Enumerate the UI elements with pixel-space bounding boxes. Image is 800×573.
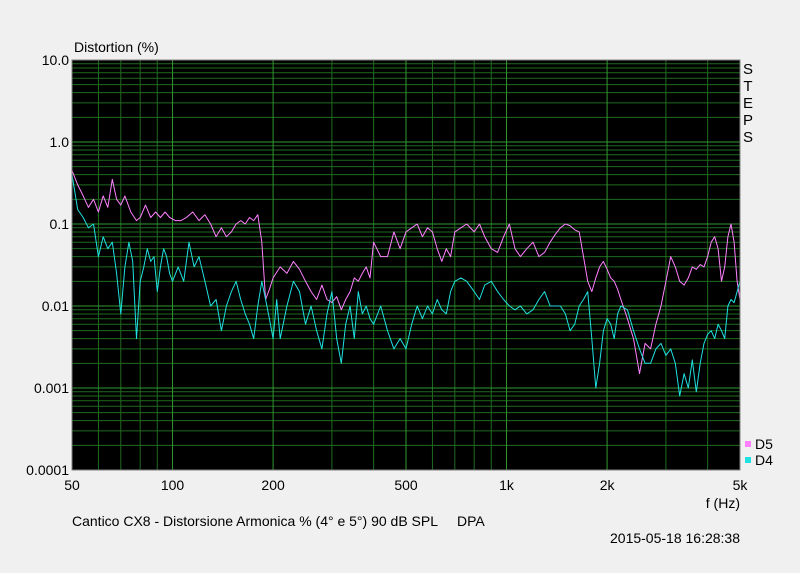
side-label-letter: S [743,129,753,146]
x-tick-label: 500 [394,477,418,493]
x-tick-label: 50 [64,477,80,493]
y-tick-label: 0.0001 [26,462,69,478]
legend-swatch-d4 [745,457,751,463]
plot-frame [71,59,741,471]
x-tick-label: 5k [733,477,749,493]
x-axis-title: f (Hz) [706,495,740,511]
y-tick-label: 0.01 [42,298,69,314]
x-tick-label: 2k [600,477,616,493]
y-tick-label: 0.1 [50,216,70,232]
side-label-letter: T [743,78,752,95]
side-label-letter: E [743,95,753,112]
y-tick-labels: 10.0 1.0 0.1 0.01 0.001 0.0001 [26,52,69,478]
legend-label-d4: D4 [755,452,773,468]
timestamp: 2015-05-18 16:28:38 [610,530,740,546]
legend-swatch-d5 [745,441,751,447]
y-tick-label: 10.0 [42,52,69,68]
footer-caption: Cantico CX8 - Distorsione Armonica % (4°… [72,513,485,529]
y-tick-label: 1.0 [50,134,70,150]
legend-label-d5: D5 [755,436,773,452]
x-tick-labels: 50 100 200 500 1k 2k 5k [64,477,748,493]
y-axis-title: Distortion (%) [74,39,159,55]
x-tick-label: 200 [261,477,285,493]
series-line-d5 [71,170,741,375]
side-label-letter: S [743,61,753,78]
series-lines [71,170,741,397]
x-tick-label: 1k [499,477,515,493]
x-tick-label: 100 [161,477,185,493]
y-tick-label: 0.001 [34,380,69,396]
series-line-d4 [71,174,741,397]
side-label-letter: P [743,112,753,129]
